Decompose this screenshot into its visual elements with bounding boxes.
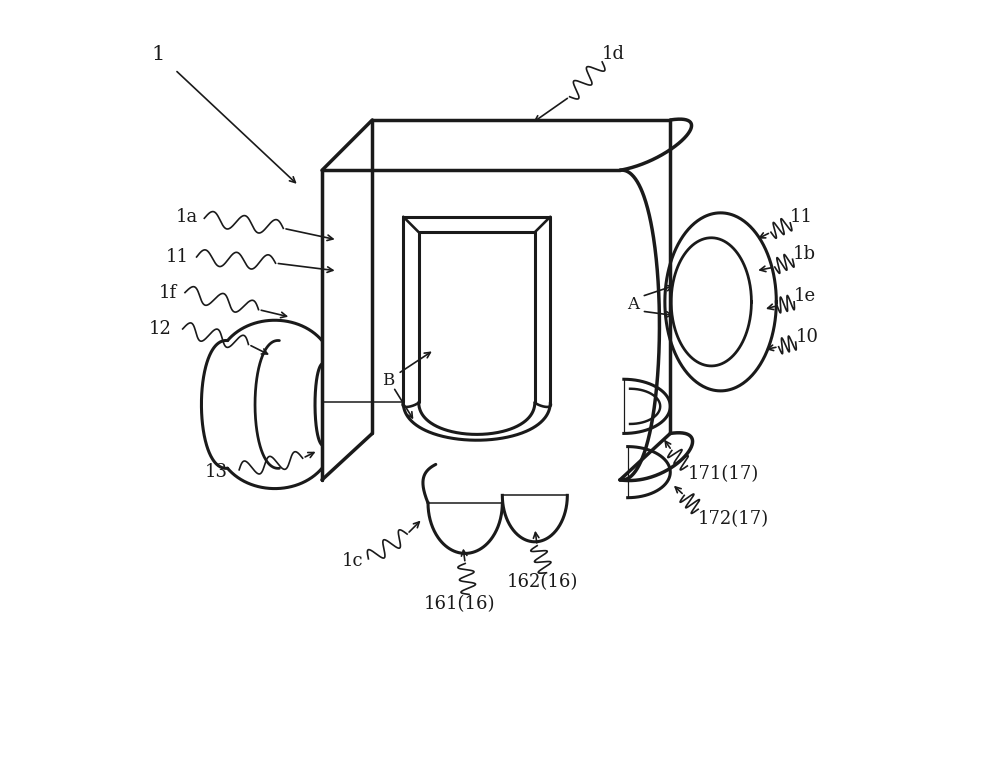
Text: 172(17): 172(17) [698, 509, 769, 528]
Text: 161(16): 161(16) [424, 594, 496, 613]
Text: 12: 12 [149, 320, 172, 338]
Text: 1: 1 [152, 45, 165, 63]
Text: 1d: 1d [602, 45, 625, 63]
Text: 1b: 1b [793, 245, 816, 263]
Text: A: A [627, 296, 639, 313]
Text: 13: 13 [205, 463, 228, 481]
Text: B: B [382, 372, 394, 389]
Text: 1e: 1e [794, 286, 816, 305]
Text: 171(17): 171(17) [687, 464, 759, 483]
Text: 1c: 1c [342, 552, 364, 570]
Text: 11: 11 [790, 207, 813, 226]
Text: 10: 10 [796, 327, 819, 346]
Text: 1a: 1a [176, 207, 198, 226]
Text: 11: 11 [166, 248, 189, 266]
Text: 162(16): 162(16) [507, 573, 578, 591]
Text: 1f: 1f [158, 283, 176, 302]
